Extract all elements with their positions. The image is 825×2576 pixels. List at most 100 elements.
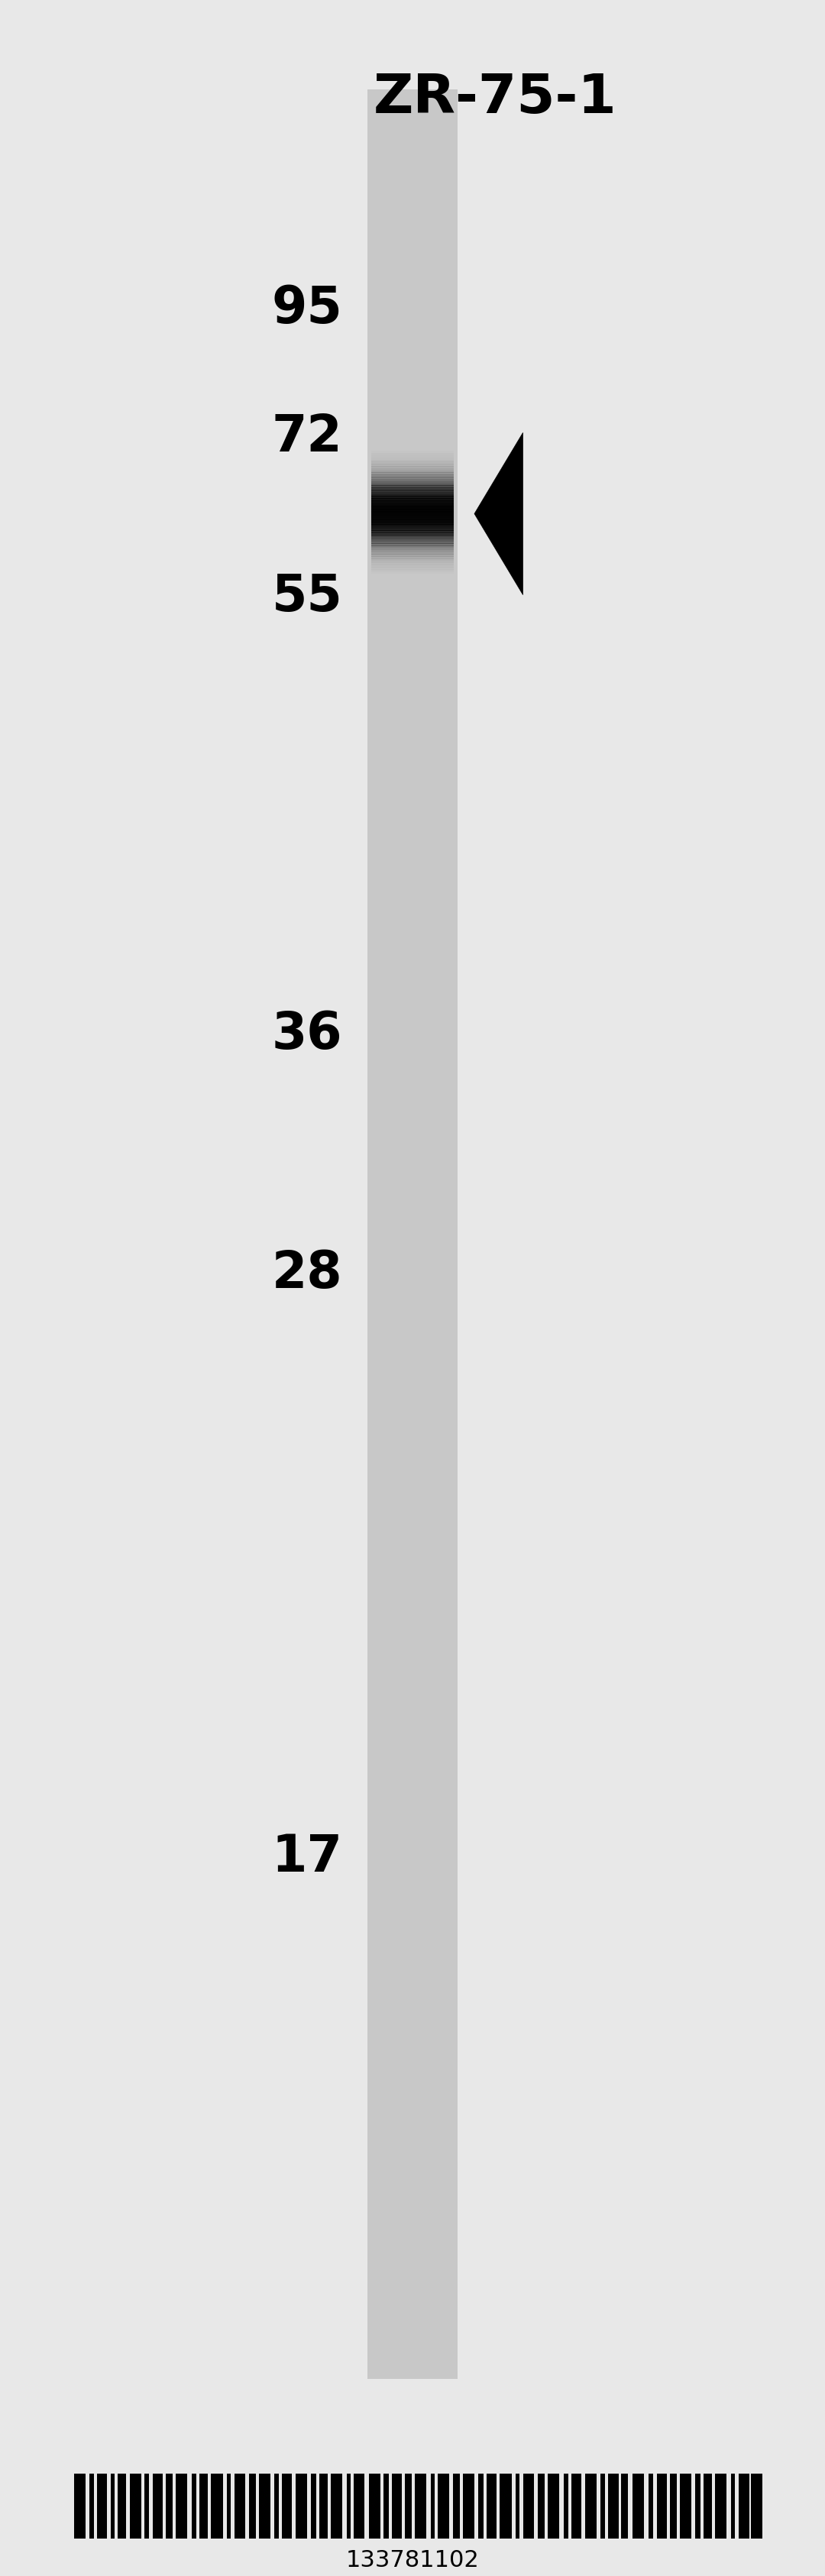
Bar [371, 559, 454, 564]
Bar [371, 554, 454, 556]
Bar [371, 562, 454, 567]
Bar [130, 2473, 141, 2537]
Bar [371, 456, 454, 461]
Bar [249, 2473, 256, 2537]
Bar [633, 2473, 644, 2537]
Bar [487, 2473, 497, 2537]
Text: 55: 55 [271, 572, 342, 621]
Bar [371, 484, 454, 489]
Bar [89, 2473, 94, 2537]
Bar [601, 2473, 605, 2537]
Bar [282, 2473, 292, 2537]
Bar [371, 464, 454, 469]
Text: 28: 28 [271, 1247, 342, 1298]
Bar [200, 2473, 208, 2537]
Bar [274, 2473, 279, 2537]
Bar [371, 523, 454, 528]
Text: 72: 72 [271, 412, 342, 464]
Bar [371, 469, 454, 474]
Bar [371, 510, 454, 515]
Bar [111, 2473, 115, 2537]
Bar [371, 477, 454, 482]
Bar [463, 2473, 474, 2537]
Bar [670, 2473, 676, 2537]
Bar [144, 2473, 149, 2537]
Bar [371, 466, 454, 471]
Bar [608, 2473, 619, 2537]
Bar [319, 2473, 328, 2537]
Bar [371, 567, 454, 572]
Bar [371, 515, 454, 520]
Text: ZR-75-1: ZR-75-1 [373, 72, 617, 124]
Bar [621, 2473, 628, 2537]
Bar [751, 2473, 762, 2537]
Bar [259, 2473, 271, 2537]
Bar [392, 2473, 402, 2537]
Bar [311, 2473, 316, 2537]
Bar [371, 502, 454, 505]
Bar [227, 2473, 231, 2537]
Bar [516, 2473, 520, 2537]
Bar [371, 497, 454, 502]
Bar [371, 564, 454, 569]
Bar [371, 513, 454, 515]
Bar [153, 2473, 163, 2537]
Bar [371, 567, 454, 569]
Bar [371, 471, 454, 477]
Bar [118, 2473, 126, 2537]
Text: 17: 17 [271, 1832, 342, 1883]
Bar [211, 2473, 223, 2537]
Bar [438, 2473, 449, 2537]
Bar [371, 518, 454, 523]
Bar [478, 2473, 483, 2537]
Text: 36: 36 [271, 1010, 342, 1059]
Bar [369, 2473, 380, 2537]
Bar [371, 451, 454, 456]
Bar [371, 520, 454, 526]
Bar [738, 2473, 749, 2537]
Bar [371, 569, 454, 574]
Bar [538, 2473, 544, 2537]
Bar [371, 500, 454, 502]
Bar [405, 2473, 412, 2537]
Bar [657, 2473, 667, 2537]
Bar [166, 2473, 172, 2537]
Bar [572, 2473, 582, 2537]
Bar [234, 2473, 245, 2537]
Text: 133781102: 133781102 [346, 2548, 479, 2571]
Bar [371, 474, 454, 477]
Bar [371, 453, 454, 459]
Bar [563, 2473, 568, 2537]
Bar [371, 541, 454, 546]
Bar [331, 2473, 342, 2537]
Bar [371, 492, 454, 497]
Bar [371, 459, 454, 464]
Bar [371, 528, 454, 531]
Bar [500, 2473, 512, 2537]
Bar [453, 2473, 460, 2537]
Bar [371, 549, 454, 554]
Bar [371, 479, 454, 484]
Bar [371, 515, 454, 518]
Bar [191, 2473, 196, 2537]
Bar [371, 495, 454, 500]
Bar [384, 2473, 389, 2537]
Bar [371, 533, 454, 538]
Bar [715, 2473, 727, 2537]
Bar [371, 528, 454, 533]
Bar [371, 541, 454, 544]
Bar [431, 2473, 435, 2537]
Bar [371, 556, 454, 562]
Bar [704, 2473, 712, 2537]
Bar [371, 546, 454, 551]
Bar [371, 505, 454, 510]
Bar [548, 2473, 559, 2537]
Bar [371, 461, 454, 464]
Bar [371, 487, 454, 489]
Bar [415, 2473, 427, 2537]
Bar [648, 2473, 653, 2537]
Bar [74, 2473, 86, 2537]
Bar [176, 2473, 187, 2537]
Bar [585, 2473, 596, 2537]
Bar [371, 538, 454, 544]
